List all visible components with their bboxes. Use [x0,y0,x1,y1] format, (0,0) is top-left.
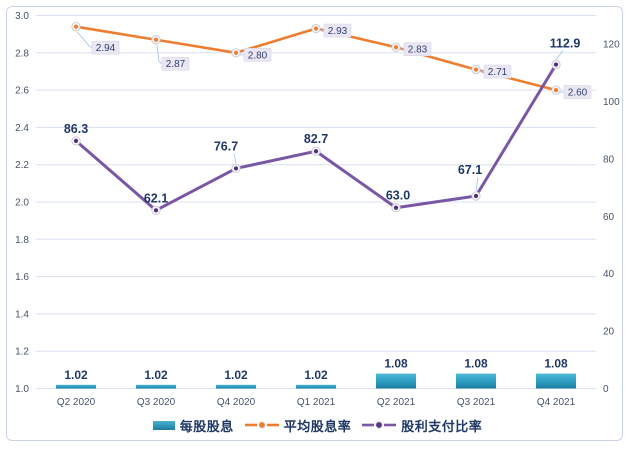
left-axis-tick-label: 2.4 [15,123,29,134]
left-axis-tick-label: 2.8 [15,48,29,59]
avg-yield-marker-dot [233,50,239,55]
payout-marker-dot [153,208,159,213]
avg-yield-marker-dot [153,37,159,42]
avg-yield-value-label: 2.71 [488,67,508,78]
payout-leader-line [233,153,237,164]
avg-yield-label-box [483,64,512,79]
legend-label-avg-yield: 平均股息率 [283,418,352,434]
x-axis-label: Q4 2021 [537,397,576,408]
right-axis-tick-label: 100 [603,97,620,108]
dps-bar [136,384,176,389]
bar-swatch-icon [152,420,175,430]
left-axis-tick-label: 1.4 [15,309,29,320]
avg-yield-marker-dot [313,26,319,31]
avg-yield-label-box [243,47,272,62]
avg-yield-marker-dot [73,24,79,29]
payout-value-label: 82.7 [304,132,328,146]
payout-value-label: 67.1 [458,163,482,177]
avg-yield-marker-dot [553,88,559,93]
avg-yield-leader-line [156,44,163,65]
legend-item-avg-yield: 平均股息率 [244,416,352,435]
right-axis-tick-label: 0 [603,384,609,395]
avg-yield-value-label: 2.83 [408,45,428,56]
left-axis-tick-label: 2.0 [15,198,29,209]
legend-item-payout: 股利支付比率 [362,416,482,435]
x-axis-label: Q2 2020 [57,397,96,408]
avg-yield-label-box [403,42,432,57]
avg-yield-value-label: 2.80 [248,50,268,61]
bar-value-label: 1.02 [64,368,88,382]
bar-value-label: 1.08 [464,357,488,371]
x-axis-label: Q1 2021 [297,397,336,408]
dps-bar [216,384,256,389]
left-axis-tick-label: 1.2 [15,347,29,358]
left-axis-tick-label: 1.6 [15,272,29,283]
right-axis-tick-label: 80 [603,154,615,165]
dps-bar [536,373,576,389]
payout-value-label: 112.9 [550,37,581,51]
avg-yield-leader-line [76,31,93,49]
bar-value-label: 1.02 [224,368,248,382]
payout-marker-dot [313,149,319,154]
legend-label-payout: 股利支付比率 [401,418,483,434]
avg-yield-marker-dot [393,45,399,50]
avg-yield-label-box [161,56,190,71]
payout-value-label: 86.3 [64,122,88,136]
legend-item-dps: 每股股息 [152,416,234,435]
bar-value-label: 1.08 [384,357,408,371]
left-axis-tick-label: 1.0 [15,384,29,395]
data-labels-layer: 1.02 1.02 1.02 1.02 1.08 1.08 1.08 2.94 2.87 2.80… [64,23,592,382]
orange-line-marker-icon [244,421,279,429]
line-series-layer [71,22,561,215]
right-axis-tick-label: 120 [603,40,620,51]
payout-marker-dot [393,205,399,210]
axis-labels-layer: 1.0 1.2 1.4 1.6 1.8 2.0 2.2 2.4 2.6 2.8 3.0 0 20 40 60… [15,11,620,408]
chart-frame [6,6,623,441]
dps-bar [56,384,96,389]
right-axis-tick-label: 20 [603,327,615,338]
payout-value-label: 76.7 [214,139,238,153]
payout-value-label: 62.1 [144,191,168,205]
legend: 每股股息 平均股息率 股利支付比率 [0,412,635,438]
avg-yield-value-label: 2.93 [328,26,348,37]
x-axis-label: Q2 2021 [377,397,416,408]
avg-yield-label-box [91,40,120,55]
left-axis-tick-label: 2.2 [15,160,29,171]
right-axis-tick-label: 40 [603,269,615,280]
payout-value-label: 63.0 [386,189,410,203]
avg-yield-value-label: 2.87 [166,59,186,70]
avg-yield-label-box [323,23,352,38]
legend-label-dps: 每股股息 [179,418,234,434]
gridlines-layer [36,15,596,389]
avg-yield-marker-dot [473,67,479,72]
left-axis-tick-label: 1.8 [15,235,29,246]
x-axis-label: Q3 2020 [137,397,176,408]
dps-bar [376,373,416,389]
x-axis-label: Q4 2020 [217,397,256,408]
payout-marker-dot [473,193,479,199]
payout-marker-dot [233,166,239,171]
payout-leader-line [555,50,564,60]
purple-line-marker-icon [362,421,397,429]
payout-leader-line [475,176,479,192]
bar-value-label: 1.02 [144,368,168,382]
avg-yield-value-label: 2.94 [96,43,116,54]
avg-yield-value-label: 2.60 [568,88,588,99]
left-axis-tick-label: 3.0 [15,11,29,22]
avg-yield-label-box [563,85,592,99]
bar-series-layer [56,373,576,389]
bar-value-label: 1.08 [544,357,568,371]
right-axis-tick-label: 60 [603,212,615,223]
avg-yield-line [74,25,558,92]
payout-marker-dot [73,138,79,143]
dps-bar [456,373,496,389]
left-axis-tick-label: 2.6 [15,86,29,97]
payout-marker-dot [553,62,559,67]
dps-bar [296,384,336,389]
x-axis-label: Q3 2021 [457,397,496,408]
bar-value-label: 1.02 [304,368,328,382]
